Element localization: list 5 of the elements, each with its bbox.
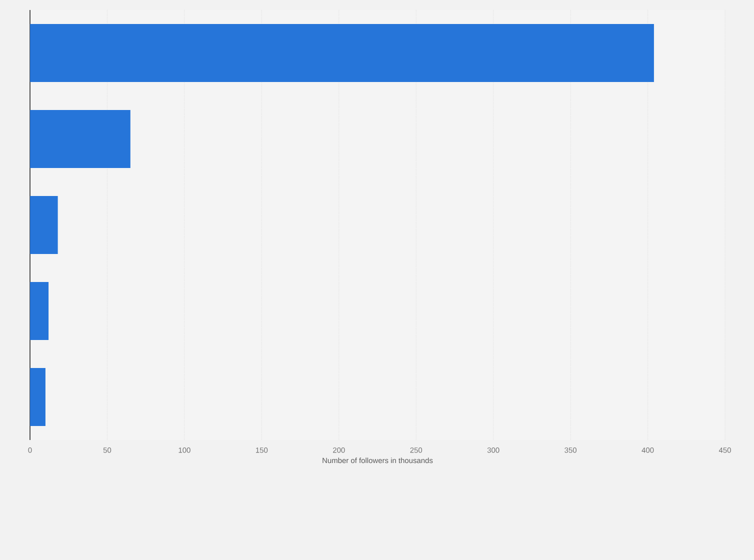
bar <box>30 368 46 426</box>
bar <box>30 196 58 254</box>
bar <box>30 110 130 168</box>
bar <box>30 282 49 340</box>
bar <box>30 24 654 82</box>
